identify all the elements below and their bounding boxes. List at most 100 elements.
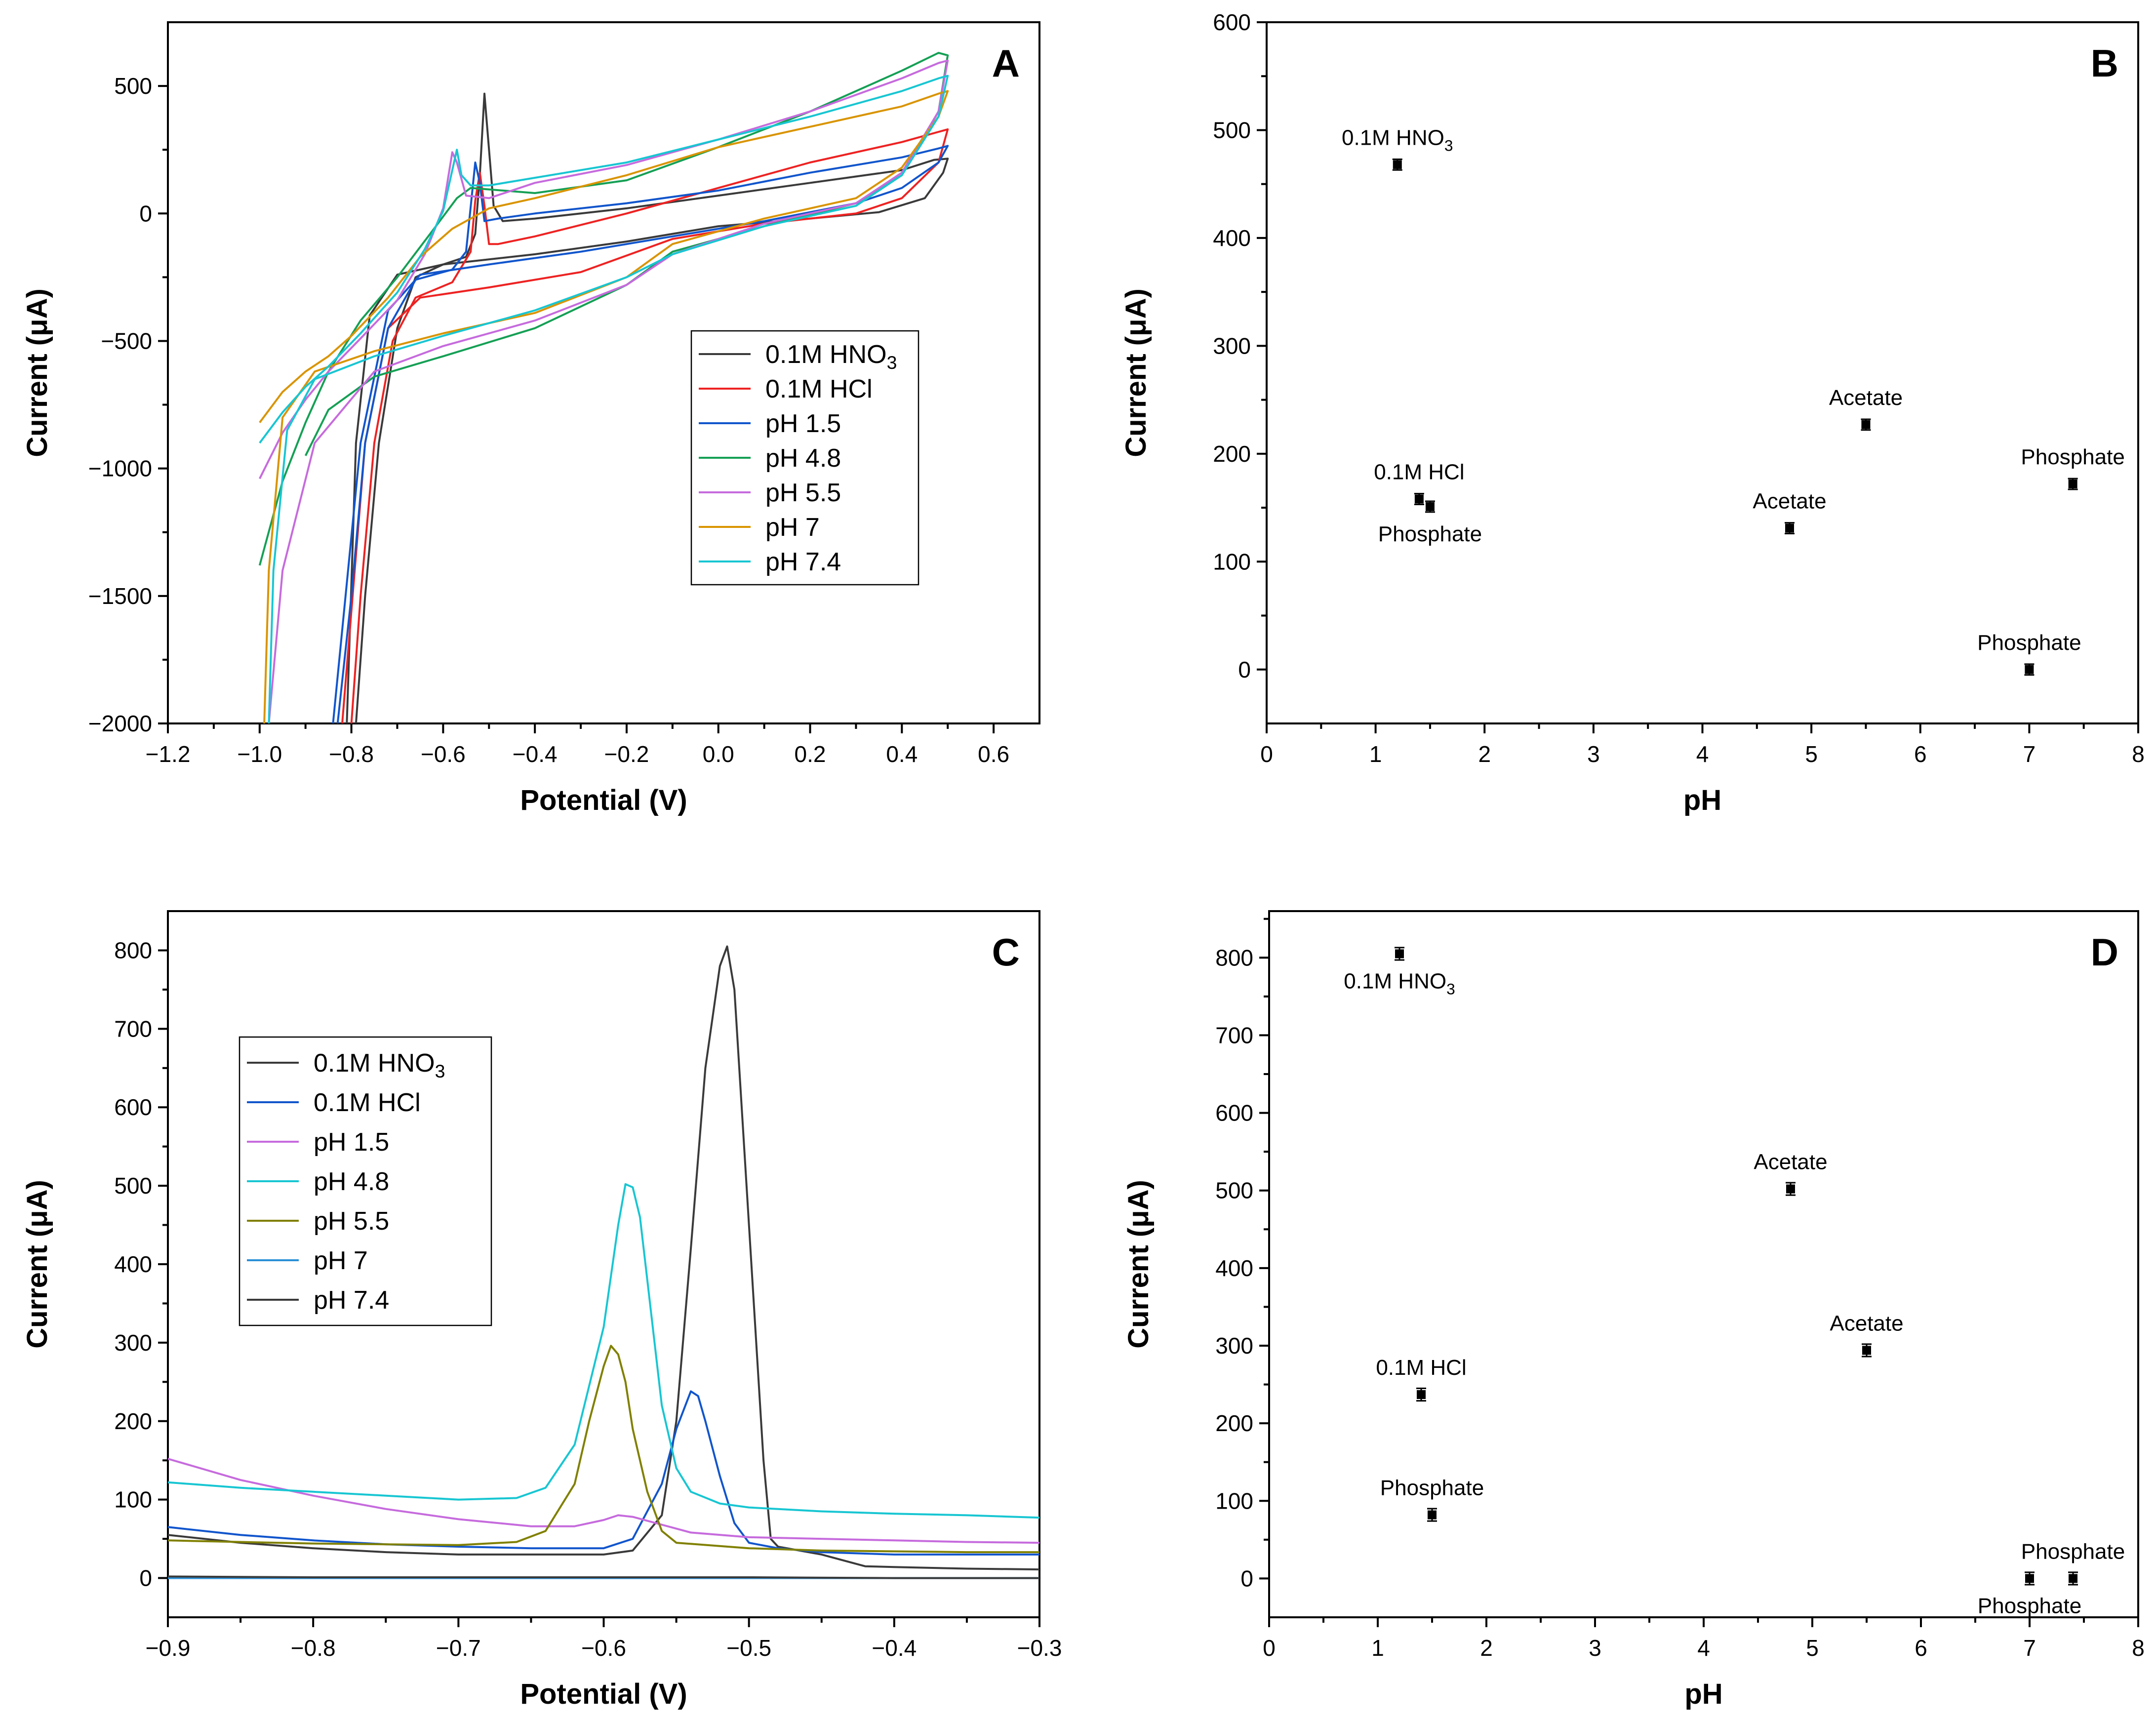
x-axis-title: pH <box>1683 784 1721 816</box>
point-annotation: Phosphate <box>1378 522 1482 546</box>
x-tick-label: 7 <box>2023 741 2036 767</box>
plot-frame <box>167 21 1040 724</box>
y-tick-label: 0 <box>1240 1565 1253 1591</box>
y-tick-label: 0 <box>1238 657 1251 682</box>
x-tick-label: −1.0 <box>237 741 282 767</box>
legend-label-main: pH 7 <box>765 513 820 542</box>
legend-label-main: pH 4.8 <box>314 1167 389 1196</box>
legend-label: pH 4.8 <box>314 1167 389 1196</box>
point-annotation-main: 0.1M HNO <box>1344 969 1446 993</box>
data-point <box>1417 1390 1426 1399</box>
x-tick-label: 0.6 <box>978 741 1009 767</box>
series-line-3 <box>168 1458 1039 1544</box>
data-point <box>1786 1184 1795 1194</box>
point-annotation: Acetate <box>1754 1150 1827 1174</box>
point-annotation-main: Acetate <box>1754 1150 1827 1174</box>
series-line-6 <box>259 90 949 723</box>
panel-d: 0 1 2 3 4 5 6 7 8 0 100 200 300 400 500 600 700 800 pH Curr… <box>1122 910 2145 1710</box>
x-tick-label: −0.6 <box>581 1635 626 1661</box>
point-annotation: Phosphate <box>1977 631 2081 655</box>
panel-letter: B <box>2091 41 2118 85</box>
series-line-4 <box>258 52 949 566</box>
series-line-1 <box>168 945 1039 1571</box>
point-annotation-main: Acetate <box>1830 1311 1903 1335</box>
point-annotation-main: Phosphate <box>1978 1594 2081 1618</box>
point-annotation: Acetate <box>1829 386 1903 410</box>
legend-label: pH 4.8 <box>765 444 841 473</box>
y-tick-label: −1000 <box>88 456 152 481</box>
panel-letter: D <box>2091 930 2118 974</box>
x-tick-label: −0.4 <box>513 741 558 767</box>
x-tick-label: 1 <box>1371 1635 1384 1661</box>
point-annotation: Acetate <box>1830 1311 1903 1335</box>
legend-label: pH 1.5 <box>314 1128 389 1157</box>
data-point <box>1862 1346 1871 1355</box>
legend-label-main: pH 7.4 <box>765 548 841 576</box>
data-point <box>1861 420 1871 429</box>
legend-label: pH 7 <box>765 513 820 542</box>
y-tick-label: 0 <box>139 200 152 226</box>
point-annotation: Phosphate <box>1978 1594 2081 1618</box>
point-annotation: 0.1M HNO3 <box>1342 125 1453 154</box>
legend-label-main: pH 5.5 <box>314 1207 389 1236</box>
x-tick-label: 8 <box>2132 1635 2145 1661</box>
y-tick-label: 600 <box>114 1094 152 1120</box>
legend-label-main: 0.1M HCl <box>765 375 873 403</box>
legend-label-main: pH 7.4 <box>314 1286 389 1315</box>
series-line-3 <box>332 145 949 723</box>
x-tick-label: 5 <box>1806 1635 1819 1661</box>
legend-label: 0.1M HCl <box>314 1088 421 1117</box>
x-tick-label: 0 <box>1260 741 1273 767</box>
legend-label-main: 0.1M HNO <box>765 340 887 369</box>
x-tick-label: 4 <box>1697 1635 1710 1661</box>
x-tick-label: −0.8 <box>329 741 374 767</box>
y-axis-title: Current (μA) <box>1122 1180 1155 1349</box>
point-annotation-subscript: 3 <box>1444 136 1453 154</box>
data-point <box>2069 1574 2077 1583</box>
y-tick-label: 200 <box>1215 1410 1253 1436</box>
x-tick-label: 0.2 <box>795 741 826 767</box>
point-annotation-main: 0.1M HCl <box>1376 1356 1466 1380</box>
point-annotation: Acetate <box>1753 489 1826 514</box>
data-point <box>2025 1574 2034 1583</box>
x-tick-label: 0 <box>1263 1635 1276 1661</box>
x-tick-label: −0.4 <box>872 1635 917 1661</box>
x-tick-label: 1 <box>1369 741 1382 767</box>
legend-label-subscript: 3 <box>435 1061 445 1081</box>
x-tick-label: 2 <box>1478 741 1491 767</box>
legend-label: pH 5.5 <box>765 479 841 507</box>
point-annotation: Phosphate <box>2021 445 2124 469</box>
point-annotation-main: Phosphate <box>2021 1539 2125 1563</box>
y-tick-label: 100 <box>114 1487 152 1513</box>
data-point <box>1785 523 1794 533</box>
x-tick-label: 3 <box>1587 741 1600 767</box>
x-tick-label: 0.0 <box>703 741 734 767</box>
panel-letter: C <box>992 930 1020 974</box>
series-line-7 <box>259 75 949 723</box>
point-annotation-main: Phosphate <box>1378 522 1482 546</box>
legend-label-main: pH 7 <box>314 1246 368 1275</box>
series-line-1 <box>346 92 949 723</box>
series-line-2 <box>341 128 949 723</box>
y-axis-title: Current (μA) <box>1120 288 1152 457</box>
legend-label-main: pH 1.5 <box>314 1128 389 1157</box>
panel-c: −0.9 −0.8 −0.7 −0.6 −0.5 −0.4 −0.3 0 100 200 300 40… <box>21 910 1062 1710</box>
panel-letter: A <box>992 41 1020 85</box>
data-point <box>1428 1510 1437 1520</box>
y-tick-label: 300 <box>1215 1333 1253 1359</box>
x-tick-label: −0.3 <box>1017 1635 1062 1661</box>
y-tick-label: 300 <box>1213 333 1251 359</box>
y-tick-label: 500 <box>114 73 152 99</box>
x-tick-label: 6 <box>1914 741 1927 767</box>
x-tick-label: 8 <box>2132 741 2145 767</box>
point-annotation: 0.1M HCl <box>1374 460 1464 484</box>
y-tick-label: 700 <box>114 1016 152 1041</box>
legend-label-main: pH 1.5 <box>765 409 841 438</box>
point-annotation: Phosphate <box>2021 1539 2125 1563</box>
point-annotation-subscript: 3 <box>1446 980 1455 998</box>
legend-label: pH 7.4 <box>765 548 841 576</box>
series-group <box>168 945 1039 1579</box>
y-tick-label: 400 <box>1215 1255 1253 1281</box>
data-point <box>1425 502 1435 511</box>
